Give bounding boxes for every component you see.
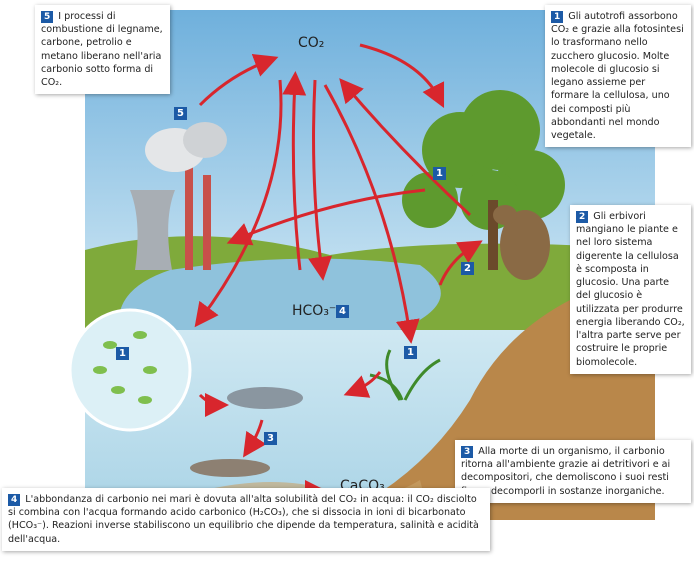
box-text: Gli erbivori mangiano le piante e nel lo… [576, 211, 685, 368]
algae-lens [70, 310, 190, 430]
hco3-label: HCO₃⁻ [292, 303, 336, 319]
box-number: 2 [576, 211, 588, 223]
box-text: I processi di combustione di legname, ca… [41, 11, 163, 88]
badge: 1 [116, 347, 129, 360]
badge: 1 [404, 346, 417, 359]
badge: 1 [433, 167, 446, 180]
box-text: L'abbondanza di carbonio nei mari è dovu… [8, 494, 479, 545]
box-number: 3 [461, 446, 473, 458]
co2-label: CO₂ [298, 35, 324, 51]
fish [227, 387, 303, 409]
box-number: 4 [8, 494, 20, 506]
badge: 4 [336, 305, 349, 318]
box-number: 5 [41, 11, 53, 23]
page: CO₂ HCO₃⁻ CaCO₃ 5 1 2 1 1 3 4 5I process… [0, 0, 694, 576]
dead-fish [190, 459, 270, 477]
badge: 3 [264, 432, 277, 445]
badge: 5 [174, 107, 187, 120]
box-number: 1 [551, 11, 563, 23]
box-text: Alla morte di un organismo, il carbonio … [461, 446, 670, 497]
badge: 2 [461, 262, 474, 275]
box-text: Gli autotrofi assorbono CO₂ e grazie all… [551, 11, 684, 141]
